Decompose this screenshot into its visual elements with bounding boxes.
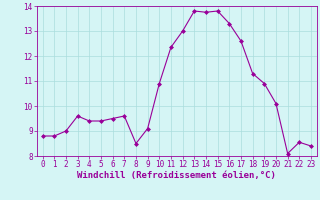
X-axis label: Windchill (Refroidissement éolien,°C): Windchill (Refroidissement éolien,°C) (77, 171, 276, 180)
